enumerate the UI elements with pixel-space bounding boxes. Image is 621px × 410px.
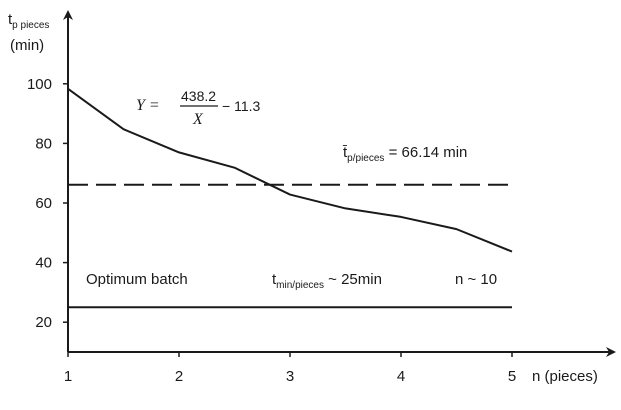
batch-time-curve <box>67 88 513 253</box>
y-tick-label: 40 <box>35 255 52 272</box>
x-tick-label: 1 <box>64 368 72 385</box>
y-tick-label: 60 <box>35 195 52 212</box>
optimum-n-annotation: n ~ 10 <box>455 271 497 288</box>
x-tick-label: 3 <box>286 368 294 385</box>
y-axis-label: tp pieces <box>8 11 49 31</box>
equation-numerator: 438.2 <box>181 88 216 104</box>
x-axis-label: n (pieces) <box>532 368 598 385</box>
y-tick-label: 80 <box>35 135 52 152</box>
optimum-time-annotation: tmin/pieces ~ 25min <box>272 271 382 291</box>
axis-ticks: 1 2 3 4 5 20 40 60 80 100 <box>27 76 516 385</box>
y-axis-unit: (min) <box>10 37 44 54</box>
equation-annotation: Y = 438.2 X − 11.3 <box>136 88 260 128</box>
series-group <box>67 88 513 309</box>
x-tick-label: 2 <box>175 368 183 385</box>
equation-lhs: Y = <box>136 97 160 114</box>
y-tick-label: 100 <box>27 76 52 93</box>
optimum-batch-label: Optimum batch <box>86 271 188 288</box>
mean-annotation: t̄p/pieces = 66.14 min <box>342 144 467 164</box>
y-tick-label: 20 <box>35 314 52 331</box>
x-tick-label: 5 <box>508 368 516 385</box>
equation-denominator: X <box>192 111 204 128</box>
x-tick-label: 4 <box>397 368 405 385</box>
equation-rhs: − 11.3 <box>222 98 260 114</box>
